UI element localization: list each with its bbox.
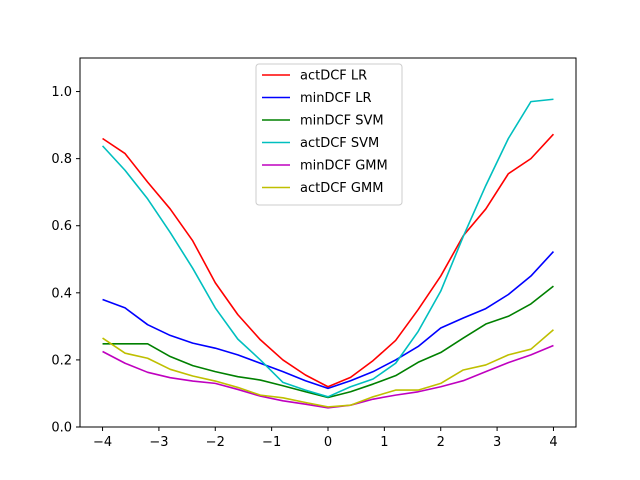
- legend-label: actDCF LR: [300, 69, 367, 84]
- series-line-4: [102, 344, 554, 409]
- series-line-3: [101, 98, 554, 398]
- legend-label: actDCF GMM: [300, 181, 383, 196]
- x-tick-label: −1: [262, 435, 281, 450]
- x-tick-label: 3: [493, 435, 501, 450]
- y-tick-label: 0.8: [51, 152, 72, 167]
- x-tick-label: −4: [93, 435, 112, 450]
- y-tick-label: 0.6: [51, 219, 72, 234]
- y-tick-label: 1.0: [51, 85, 72, 100]
- y-tick-label: 0.2: [51, 353, 72, 368]
- x-tick-label: 1: [380, 435, 388, 450]
- x-axis-ticks: −4 −3 −2 −1 0 1 2 3 4: [93, 427, 558, 450]
- y-axis-ticks: 0.0 0.2 0.4 0.6 0.8 1.0: [51, 85, 80, 436]
- series-line-0: [102, 133, 555, 388]
- legend-label: minDCF LR: [300, 91, 372, 106]
- legend-box: [255, 63, 403, 206]
- x-tick-label: −3: [149, 435, 168, 450]
- y-tick-label: 0.0: [51, 421, 72, 436]
- legend: actDCF LR minDCF LR minDCF SVM actDCF SVM mi…: [255, 63, 403, 206]
- series-line-1: [102, 251, 555, 390]
- series-layer: [101, 98, 555, 409]
- series-line-5: [102, 329, 554, 408]
- x-tick-label: 2: [437, 435, 445, 450]
- y-tick-label: 0.4: [51, 286, 72, 301]
- x-tick-label: −2: [206, 435, 225, 450]
- legend-label: minDCF GMM: [300, 159, 388, 174]
- x-tick-label: 4: [549, 435, 557, 450]
- x-tick-label: 0: [324, 435, 332, 450]
- legend-label: actDCF SVM: [300, 136, 379, 151]
- legend-label: minDCF SVM: [300, 114, 384, 129]
